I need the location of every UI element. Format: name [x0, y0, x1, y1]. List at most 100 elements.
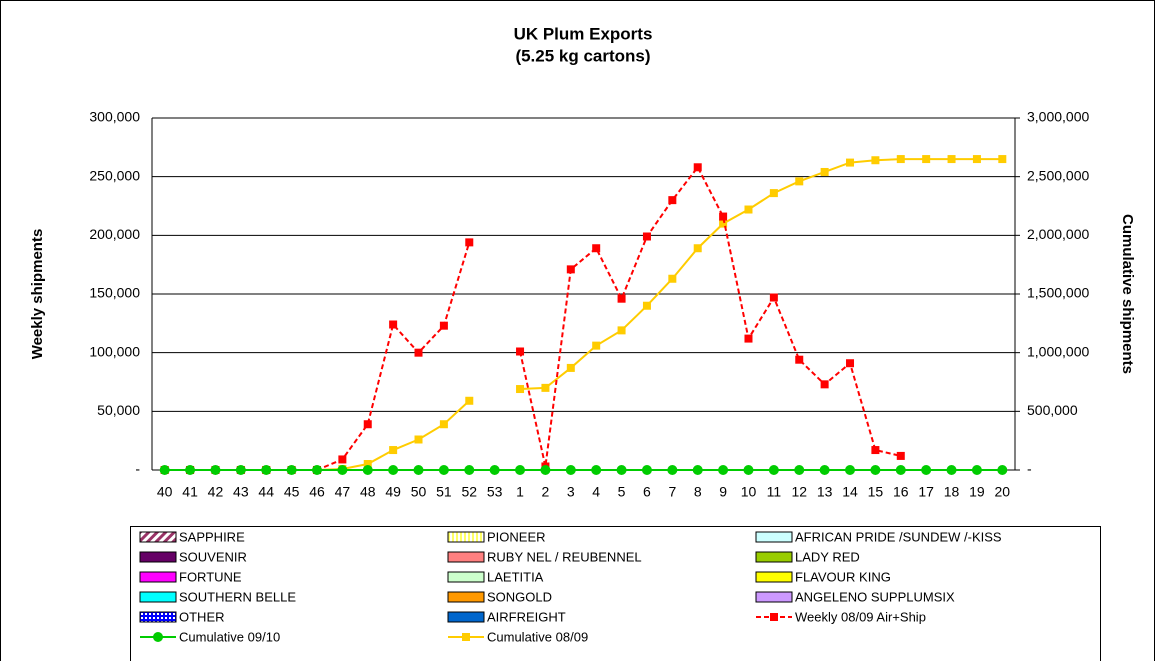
series-marker [693, 163, 702, 172]
series-marker [389, 446, 398, 455]
series-marker [819, 465, 830, 475]
legend-swatch [139, 571, 177, 583]
legend-label: RUBY NEL / REUBENNEL [487, 549, 642, 564]
legend-label: SONGOLD [487, 589, 552, 604]
series-marker [286, 465, 297, 475]
series-marker [921, 465, 932, 475]
y2-tick-label: 1,500,000 [1027, 285, 1089, 301]
series-marker [465, 238, 474, 247]
legend-marker [770, 613, 778, 621]
series-marker [363, 420, 372, 429]
legend [130, 526, 1101, 661]
legend-label: LADY RED [795, 549, 860, 564]
series-marker [820, 380, 829, 389]
x-tick-label: 44 [258, 484, 274, 500]
series-marker [592, 244, 601, 253]
legend-label: AIRFREIGHT [487, 609, 566, 624]
series-marker [414, 348, 423, 357]
x-tick-label: 42 [208, 484, 224, 500]
series-marker [516, 347, 525, 356]
series-marker [719, 212, 728, 221]
series-marker [413, 465, 424, 475]
legend-swatch [755, 551, 793, 563]
series-marker [540, 465, 551, 475]
series-marker [871, 156, 880, 165]
x-tick-label: 18 [944, 484, 960, 500]
series-marker [820, 167, 829, 176]
series-marker [946, 465, 957, 475]
series-marker [592, 341, 601, 350]
series-marker [768, 465, 779, 475]
series-marker [693, 244, 702, 253]
x-tick-label: 4 [592, 484, 600, 500]
y-tick-label: 300,000 [89, 109, 140, 125]
legend-label: LAETITIA [487, 569, 544, 584]
series-marker [566, 363, 575, 372]
x-tick-label: 49 [385, 484, 401, 500]
series-marker [795, 355, 804, 364]
series-marker [871, 446, 880, 455]
x-tick-label: 19 [969, 484, 985, 500]
series-marker [845, 465, 856, 475]
series-marker [489, 465, 500, 475]
x-tick-label: 5 [618, 484, 626, 500]
y2-tick-label: 2,000,000 [1027, 226, 1089, 242]
legend-label: SAPPHIRE [179, 529, 245, 544]
series-marker [642, 301, 651, 310]
series-marker [261, 465, 272, 475]
legend-label: SOUTHERN BELLE [179, 589, 296, 604]
y2-axis-title: Cumulative shipments [1119, 214, 1136, 374]
series-marker [692, 465, 703, 475]
x-tick-label: 8 [694, 484, 702, 500]
series-marker [769, 293, 778, 302]
series-marker [846, 359, 855, 368]
x-tick-label: 11 [767, 484, 782, 500]
legend-label: Cumulative 08/09 [487, 629, 588, 644]
series-marker [389, 320, 398, 329]
series-marker [896, 155, 905, 164]
y-axis-title: Weekly shipments [29, 229, 46, 360]
x-tick-label: 45 [284, 484, 300, 500]
series-marker [362, 465, 373, 475]
legend-label: PIONEER [487, 529, 546, 544]
x-tick-label: 6 [643, 484, 651, 500]
y-tick-label: 250,000 [89, 167, 140, 183]
y-tick-label: 100,000 [89, 343, 140, 359]
series-marker [947, 155, 956, 164]
series-marker [846, 158, 855, 167]
legend-marker [153, 632, 163, 642]
series-marker [159, 465, 170, 475]
x-tick-label: 15 [868, 484, 884, 500]
series-marker [998, 155, 1007, 164]
y-tick-label: - [135, 461, 140, 477]
series-marker [338, 455, 347, 464]
legend-swatch [139, 591, 177, 603]
series-marker [363, 460, 372, 469]
series-marker [591, 465, 602, 475]
legend-marker [462, 633, 470, 641]
x-tick-label: 43 [233, 484, 249, 500]
series-marker [617, 294, 626, 303]
legend-label: FORTUNE [179, 569, 242, 584]
y2-tick-label: 3,000,000 [1027, 109, 1089, 125]
legend-swatch [755, 531, 793, 543]
series-marker [997, 465, 1008, 475]
legend-swatch [447, 571, 485, 583]
y2-tick-label: 500,000 [1027, 402, 1078, 418]
series-marker [235, 465, 246, 475]
series-marker [439, 321, 448, 330]
legend-swatch [447, 551, 485, 563]
x-tick-label: 46 [309, 484, 325, 500]
legend-swatch [447, 611, 485, 623]
series-marker [719, 219, 728, 228]
y-tick-label: 200,000 [89, 226, 140, 242]
series-marker [516, 385, 525, 394]
x-tick-label: 16 [893, 484, 909, 500]
x-tick-label: 1 [516, 484, 524, 500]
series-marker [616, 465, 627, 475]
series-marker [922, 155, 931, 164]
x-tick-label: 50 [411, 484, 427, 500]
series-marker [744, 334, 753, 343]
series-marker [795, 177, 804, 186]
y2-tick-label: 2,500,000 [1027, 167, 1089, 183]
